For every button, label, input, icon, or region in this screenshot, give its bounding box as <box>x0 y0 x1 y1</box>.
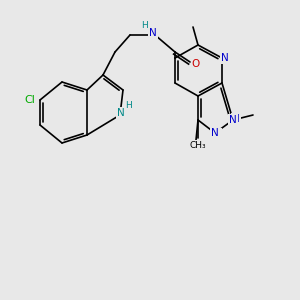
Text: N: N <box>149 28 157 38</box>
Text: N: N <box>117 108 125 118</box>
Text: CH₃: CH₃ <box>190 140 206 149</box>
Text: N: N <box>211 128 219 138</box>
Text: H: H <box>124 100 131 109</box>
Text: N: N <box>221 53 229 63</box>
Text: N: N <box>232 114 240 124</box>
Text: Cl: Cl <box>25 95 35 105</box>
Text: N: N <box>229 115 237 125</box>
Text: O: O <box>192 59 200 69</box>
Text: H: H <box>142 22 148 31</box>
Text: N: N <box>213 129 221 139</box>
